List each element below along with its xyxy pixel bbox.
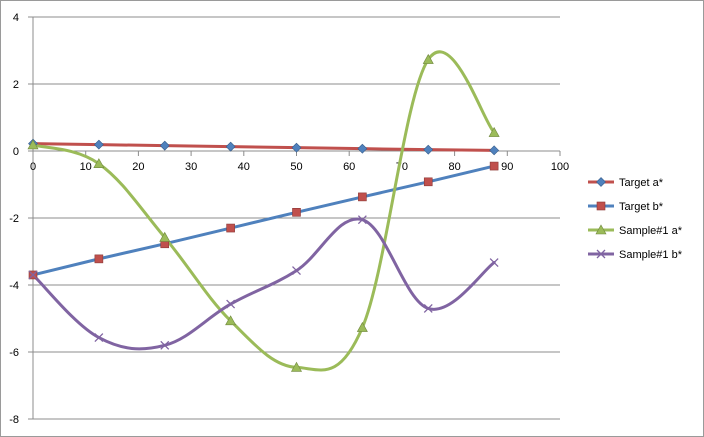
x-tick-label: 40 [238,161,250,173]
legend-label-1: Target a* [619,177,664,189]
data-point-series-4 [489,258,499,268]
x-tick-label: 60 [343,161,355,173]
data-point-series-2 [292,208,301,217]
data-point-series-3 [93,158,105,169]
y-tick-label: 2 [13,79,19,91]
data-point-series-4 [292,266,301,276]
data-point-series-1 [291,142,302,153]
data-point-series-2 [226,223,235,233]
x-tick-label: 0 [30,161,36,173]
data-point-series-3 [488,126,500,137]
gridlines [33,16,560,420]
legend-label-2: Target b* [619,201,664,213]
legend-marker-4 [596,249,606,259]
data-point-series-1 [159,140,170,151]
data-point-series-2 [94,254,104,264]
data-point-series-3 [422,53,434,64]
series-line-2 [31,164,496,277]
legend-marker-3 [595,224,607,235]
data-point-series-3 [290,361,303,372]
x-tick-label: 90 [501,161,513,173]
data-point-series-3 [225,315,237,326]
legend-label-4: Sample#1 b* [619,249,683,261]
data-point-series-4 [423,303,433,313]
legend-marker-1 [596,177,606,187]
data-point-series-1 [423,144,434,155]
legend: Target a* Target b* Sample#1 a* Sample#1 b* [588,177,683,261]
data-point-series-2 [358,192,367,202]
data-point-series-1 [225,141,236,152]
x-tick-label: 30 [185,161,197,173]
x-tick-label: 20 [132,161,144,173]
series-line-3 [31,50,496,372]
x-tick-label: 100 [551,161,569,173]
y-tick-label: -6 [9,347,19,359]
x-tick-label: 80 [448,161,460,173]
legend-label-3: Sample#1 a* [619,225,683,237]
y-tick-label: 0 [13,146,19,158]
series-line-4 [31,217,496,351]
data-point-series-1 [93,139,104,150]
series-markers [27,53,500,372]
y-tick-label: 4 [13,12,19,24]
y-tick-label: -8 [9,414,19,426]
data-point-series-3 [159,231,171,242]
x-tick-label: 50 [290,161,302,173]
data-point-series-4 [28,270,38,280]
data-point-series-1 [357,143,368,154]
data-point-series-4 [226,299,236,309]
legend-marker-2 [596,201,606,211]
series-line-1 [31,142,496,152]
data-point-series-4 [160,340,170,350]
data-point-series-3 [27,139,39,150]
data-point-series-3 [356,321,368,332]
axes: 420-2-4-6-80 10 20 30 40 50 60 70 80 90 100 [9,12,569,426]
y-tick-label: -2 [9,213,19,225]
data-point-series-2 [489,161,499,171]
data-point-series-4 [94,333,104,343]
data-point-series-2 [423,177,433,187]
y-tick-label: -4 [9,280,19,292]
data-point-series-4 [357,215,367,225]
series-lines [31,50,496,372]
x-tick-label: 10 [80,161,92,173]
data-point-series-1 [489,145,500,156]
